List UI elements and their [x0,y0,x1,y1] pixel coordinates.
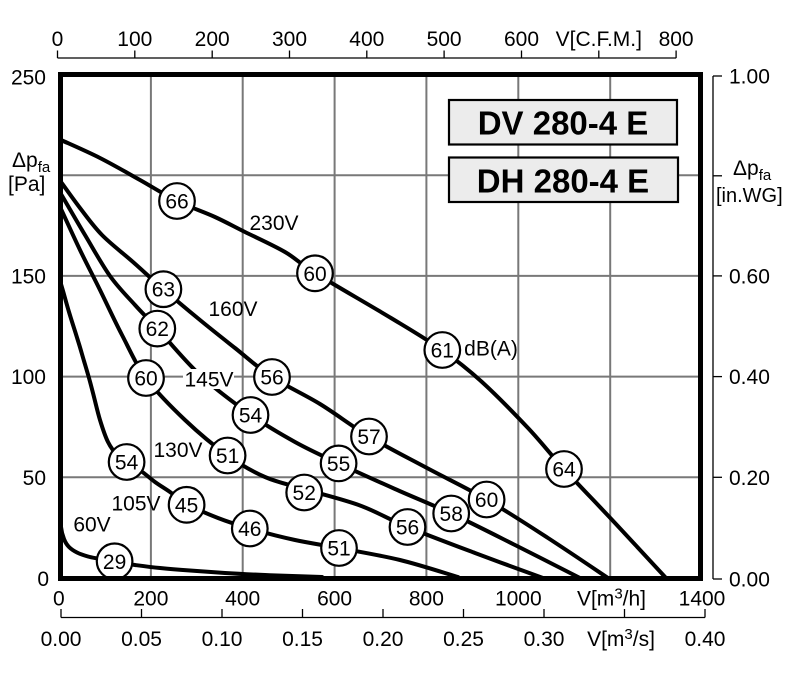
svg-text:54: 54 [115,452,139,475]
svg-text:200: 200 [195,28,230,51]
svg-text:0.60: 0.60 [729,265,770,288]
svg-text:0: 0 [53,588,65,611]
svg-text:[in.WG]: [in.WG] [716,185,783,207]
svg-text:50: 50 [23,467,46,490]
svg-text:63: 63 [152,279,175,302]
svg-text:60: 60 [134,368,157,391]
svg-text:V[m3/h]: V[m3/h] [577,586,646,611]
svg-text:0.40: 0.40 [729,366,770,389]
svg-text:66: 66 [165,191,188,214]
svg-text:0.20: 0.20 [729,467,770,490]
svg-text:500: 500 [427,28,462,51]
svg-text:60V: 60V [73,514,110,537]
svg-text:46: 46 [238,518,261,541]
svg-text:0.15: 0.15 [282,628,323,651]
svg-text:0.10: 0.10 [202,628,243,651]
svg-text:300: 300 [272,28,307,51]
svg-text:100: 100 [11,366,46,389]
svg-text:400: 400 [225,588,260,611]
svg-text:64: 64 [552,459,576,482]
svg-text:0.05: 0.05 [121,628,162,651]
svg-text:0.30: 0.30 [524,628,565,651]
svg-text:0.00: 0.00 [41,628,82,651]
svg-text:0.20: 0.20 [363,628,404,651]
svg-text:[Pa]: [Pa] [8,173,45,196]
svg-text:150: 150 [11,265,46,288]
svg-text:800: 800 [659,28,694,51]
svg-text:0.25: 0.25 [443,628,484,651]
svg-text:60: 60 [303,263,326,286]
svg-text:DV 280-4 E: DV 280-4 E [478,105,649,142]
svg-text:0: 0 [37,568,49,591]
svg-text:57: 57 [357,426,380,449]
svg-text:0.00: 0.00 [729,569,770,592]
svg-text:1000: 1000 [495,588,542,611]
svg-text:145V: 145V [184,369,233,392]
svg-text:54: 54 [239,405,263,428]
svg-text:56: 56 [260,367,283,390]
svg-text:60: 60 [475,489,498,512]
svg-text:52: 52 [293,482,316,505]
svg-text:62: 62 [146,318,169,341]
svg-text:56: 56 [396,517,419,540]
svg-text:51: 51 [216,445,239,468]
svg-text:230V: 230V [249,212,298,235]
svg-text:DH 280-4 E: DH 280-4 E [477,163,649,200]
svg-text:130V: 130V [153,439,202,462]
svg-text:200: 200 [133,588,168,611]
svg-text:58: 58 [440,503,463,526]
svg-text:1400: 1400 [679,588,726,611]
svg-text:0.40: 0.40 [685,628,726,651]
svg-text:55: 55 [327,453,350,476]
svg-text:0: 0 [52,28,64,51]
svg-text:V[m3/s]: V[m3/s] [587,626,655,651]
svg-text:100: 100 [117,28,152,51]
svg-text:dB(A): dB(A) [464,338,518,361]
svg-text:V[C.F.M.]: V[C.F.M.] [556,28,642,51]
svg-text:400: 400 [349,28,384,51]
svg-text:61: 61 [431,340,454,363]
svg-text:1.00: 1.00 [729,66,770,89]
svg-text:45: 45 [175,494,198,517]
svg-text:250: 250 [11,67,46,90]
svg-text:600: 600 [317,588,352,611]
svg-text:800: 800 [409,588,444,611]
svg-text:105V: 105V [111,493,160,516]
svg-text:29: 29 [103,551,126,574]
svg-text:51: 51 [327,538,350,561]
svg-text:600: 600 [504,28,539,51]
svg-text:160V: 160V [208,298,257,321]
